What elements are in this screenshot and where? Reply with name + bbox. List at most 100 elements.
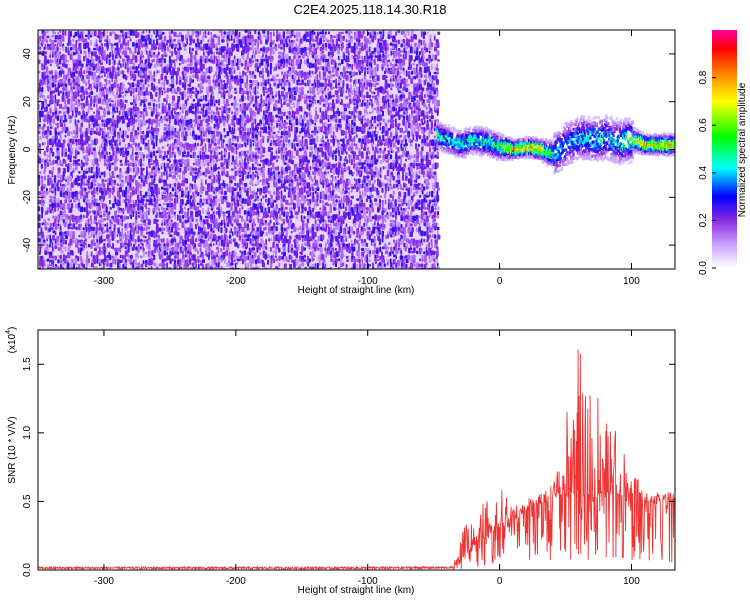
noise-cell [103, 250, 106, 257]
noise-cell [249, 182, 253, 186]
noise-cell [112, 114, 115, 119]
noise-cell [86, 42, 90, 49]
noise-cell [181, 199, 184, 205]
noise-cell [322, 135, 324, 140]
noise-cell [166, 46, 170, 52]
noise-cell [99, 210, 102, 216]
noise-cell [285, 98, 289, 102]
noise-cell [319, 38, 322, 45]
noise-cell [311, 146, 313, 151]
noise-cell [125, 178, 127, 184]
noise-cell [165, 111, 169, 117]
noise-cell [171, 154, 174, 158]
noise-cell [280, 226, 284, 232]
noise-cell [205, 198, 209, 205]
noise-cell [247, 234, 250, 239]
noise-cell [82, 182, 86, 186]
noise-cell [174, 110, 176, 115]
noise-cell [282, 218, 285, 225]
noise-cell [233, 102, 237, 108]
noise-cell [241, 187, 244, 190]
noise-cell [155, 199, 159, 206]
noise-cell [303, 198, 306, 204]
noise-cell [280, 66, 283, 70]
noise-cell [79, 247, 83, 252]
noise-cell [249, 115, 252, 123]
noise-cell [233, 46, 236, 51]
noise-cell [161, 179, 164, 183]
noise-cell [106, 131, 110, 139]
noise-cell [195, 210, 199, 218]
noise-cell [288, 259, 290, 263]
noise-cell [207, 31, 210, 36]
noise-cell [129, 66, 133, 71]
noise-cell [247, 95, 250, 101]
noise-cell [95, 226, 99, 233]
noise-cell [98, 66, 101, 72]
noise-cell [77, 78, 80, 84]
noise-cell [315, 35, 317, 40]
noise-cell [260, 159, 264, 163]
noise-cell [85, 171, 89, 174]
noise-cell [260, 127, 264, 130]
noise-cell [182, 174, 185, 181]
noise-cell [215, 155, 218, 160]
noise-cell [290, 250, 293, 253]
noise-cell [233, 194, 236, 199]
noise-cell [108, 98, 112, 103]
noise-cell [300, 211, 303, 214]
noise-cell [248, 186, 252, 193]
noise-cell [77, 102, 80, 108]
noise-cell [56, 266, 60, 269]
noise-cell [51, 54, 54, 58]
noise-cell [314, 31, 316, 35]
noise-cell [90, 102, 92, 107]
noise-cell [239, 239, 242, 243]
noise-cell [280, 98, 282, 105]
noise-cell [139, 82, 143, 86]
noise-cell [316, 91, 320, 95]
noise-cell [43, 95, 46, 100]
noise-cell [280, 183, 284, 189]
noise-cell [311, 130, 315, 134]
noise-cell [210, 167, 213, 171]
noise-cell [119, 142, 121, 146]
noise-cell [69, 115, 73, 119]
noise-cell [324, 247, 327, 252]
noise-cell [64, 98, 67, 105]
noise-cell [272, 166, 276, 170]
noise-cell [85, 162, 89, 165]
noise-cell [204, 58, 207, 64]
noise-cell [234, 143, 238, 148]
noise-cell [252, 154, 255, 159]
noise-cell [119, 219, 121, 226]
noise-cell [169, 159, 171, 164]
noise-cell [70, 90, 73, 95]
noise-cell [127, 82, 130, 85]
noise-cell [314, 71, 317, 75]
noise-cell [153, 78, 156, 82]
noise-cell [165, 42, 169, 46]
noise-cell [46, 30, 49, 34]
noise-cell [129, 30, 133, 36]
noise-cell [129, 198, 132, 203]
noise-cell [293, 55, 296, 60]
noise-cell [170, 202, 174, 208]
noise-cell [160, 63, 163, 68]
noise-cell [210, 150, 213, 155]
noise-cell [309, 74, 312, 78]
noise-cell [265, 95, 268, 102]
noise-cell [191, 218, 194, 222]
noise-cell [251, 54, 254, 59]
noise-cell [144, 98, 148, 102]
noise-cell [286, 115, 289, 120]
noise-cell [215, 126, 218, 132]
noise-cell [163, 250, 167, 256]
noise-cell [251, 254, 254, 259]
noise-cell [169, 258, 172, 264]
noise-cell [148, 246, 151, 251]
noise-cell [236, 170, 239, 176]
noise-cell [110, 246, 114, 249]
noise-cell [56, 198, 60, 205]
noise-cell [241, 171, 245, 176]
